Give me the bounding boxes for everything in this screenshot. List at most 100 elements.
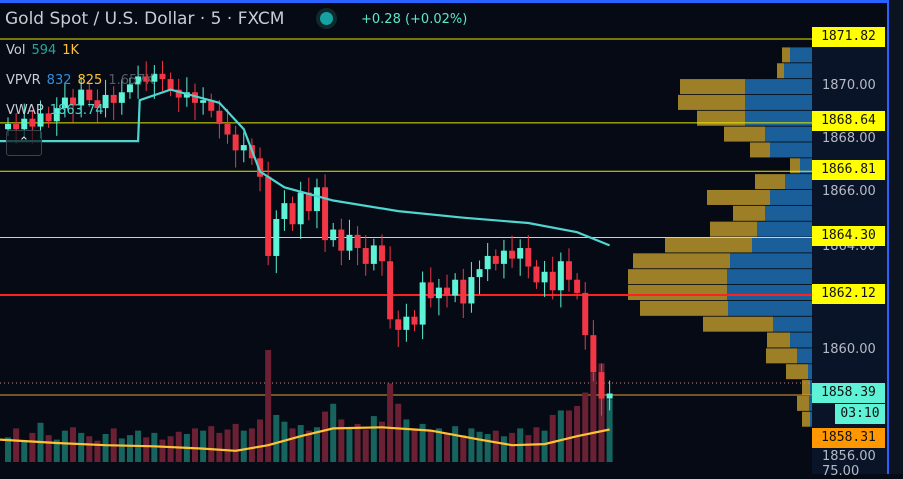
axis-label: 1870.00	[822, 78, 876, 93]
vpvr-down-bar	[782, 47, 790, 63]
volume-bar	[582, 392, 589, 462]
candle-body	[29, 118, 36, 127]
candle-body	[13, 123, 20, 130]
volume-bar	[574, 406, 581, 462]
volume-bar	[411, 428, 418, 462]
collapse-legend-button[interactable]: ⌃	[6, 130, 42, 156]
volume-bar	[557, 410, 564, 462]
price-tag-1868-64[interactable]: 1868.64	[812, 111, 885, 131]
volume-bar	[549, 414, 556, 462]
price-tag-1862-12[interactable]: 1862.12	[812, 284, 885, 304]
candle-body	[557, 261, 564, 291]
symbol-title[interactable]: Gold Spot / U.S. Dollar · 5 · FXCM	[5, 9, 285, 29]
candle-body	[118, 92, 125, 103]
candle-body	[525, 248, 532, 267]
volume-bar	[151, 432, 158, 462]
candle-body	[330, 229, 337, 241]
vpvr-up-bar	[790, 332, 812, 348]
vpvr-up-bar	[797, 348, 812, 364]
vpvr-down-bar	[633, 253, 730, 269]
candle-body	[45, 113, 52, 122]
volume-bar	[248, 428, 255, 462]
volume-bar	[167, 436, 174, 462]
volume-bar	[362, 429, 369, 462]
candle-body	[590, 335, 597, 373]
legend-volume[interactable]: Vol 594 1K	[6, 43, 79, 58]
vpvr-down-bar	[755, 174, 785, 190]
vpvr-up-bar	[810, 380, 812, 396]
volume-bar	[94, 440, 101, 462]
candle-body	[468, 277, 475, 304]
candle-body	[5, 123, 11, 130]
axis-label: 1860.00	[822, 342, 876, 357]
vpvr-down-bar	[767, 332, 790, 348]
legend-vol-label: Vol	[6, 43, 26, 58]
volume-bar	[500, 436, 507, 462]
vpvr-down-bar	[680, 79, 745, 95]
candle-body	[135, 76, 142, 85]
volume-bar	[305, 430, 312, 462]
candle-body	[110, 94, 117, 103]
candle-body	[533, 266, 540, 283]
vpvr-up-bar	[727, 285, 812, 300]
price-change: +0.28 (+0.02%)	[361, 12, 468, 27]
volume-bar	[5, 437, 11, 462]
vpvr-up-bar	[745, 79, 812, 95]
legend-vwap[interactable]: VWAP 1863.74	[6, 103, 104, 118]
vpvr-down-bar	[786, 364, 808, 380]
candle-body	[362, 248, 369, 264]
candle-body	[143, 76, 150, 82]
volume-bar	[208, 426, 215, 462]
candle-body	[606, 393, 613, 399]
candle-body	[257, 158, 264, 177]
candle-body	[273, 219, 280, 256]
candle-body	[281, 203, 288, 219]
volume-bar	[143, 437, 150, 462]
vpvr-up-bar	[727, 269, 812, 285]
candle-body	[484, 255, 491, 270]
volume-bar	[322, 411, 329, 462]
volume-bar	[509, 432, 516, 462]
legend-vol-value: 594	[31, 43, 57, 58]
vwap-price-tag[interactable]: 1858.31	[812, 428, 885, 448]
candle-body	[289, 203, 296, 225]
vpvr-down-bar	[703, 316, 773, 332]
legend-vpvr-down: 825	[77, 73, 103, 88]
legend-vpvr-label: VPVR	[6, 73, 41, 88]
vpvr-up-bar	[745, 110, 812, 126]
vpvr-histogram	[628, 47, 812, 427]
vpvr-up-bar	[784, 63, 812, 79]
vpvr-up-bar	[800, 158, 812, 174]
price-tag-1866-81[interactable]: 1866.81	[812, 160, 885, 180]
volume-bar	[468, 428, 475, 462]
legend-vpvr[interactable]: VPVR 832 825 1.657K	[6, 73, 154, 88]
volume-bar	[200, 430, 207, 462]
candle-body	[387, 261, 394, 320]
volume-bar	[452, 426, 459, 462]
vpvr-up-bar	[752, 237, 812, 253]
vpvr-down-bar	[665, 237, 752, 253]
candle-body	[517, 248, 524, 259]
vpvr-down-bar	[628, 269, 727, 285]
volume-bar	[102, 434, 109, 462]
panel-divider	[887, 0, 889, 474]
volume-bar	[118, 438, 125, 462]
volume-bar	[378, 421, 385, 462]
vpvr-up-bar	[730, 253, 812, 269]
vpvr-down-bar	[777, 63, 784, 79]
candle-body	[444, 287, 451, 296]
window-top-border	[0, 0, 888, 3]
price-lines	[0, 38, 812, 396]
volume-bar	[53, 439, 60, 462]
price-tag-1864-30[interactable]: 1864.30	[812, 226, 885, 246]
volume-bar	[435, 428, 442, 462]
volume-bar	[354, 423, 361, 462]
candle-body	[565, 261, 572, 280]
vpvr-up-bar	[765, 126, 812, 142]
candle-body	[94, 100, 101, 109]
last-price-tag[interactable]: 1858.39	[812, 383, 885, 403]
volume-bar	[29, 432, 36, 462]
price-tag-1871-82[interactable]: 1871.82	[812, 27, 885, 47]
bar-countdown: 03:10	[835, 404, 885, 424]
